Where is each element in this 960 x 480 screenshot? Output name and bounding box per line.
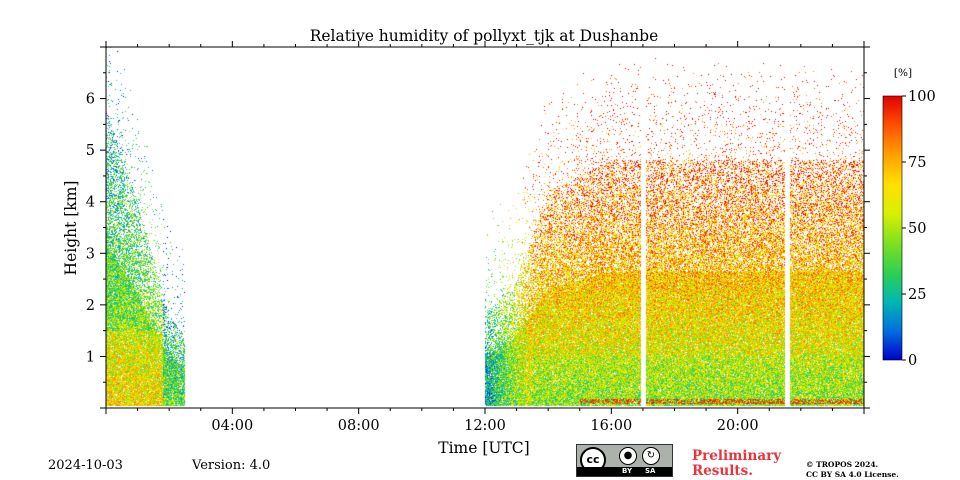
colorbar-tick-label: 0 <box>908 353 917 369</box>
footer-version: Version: 4.0 <box>192 458 271 473</box>
chart-title: Relative humidity of pollyxt_tjk at Dush… <box>310 27 659 45</box>
x-tick-label: 04:00 <box>211 418 253 434</box>
x-tick-label: 20:00 <box>717 418 759 434</box>
colorbar-tick-label: 75 <box>908 155 926 171</box>
y-axis: 1 2 3 4 5 6 <box>86 46 870 409</box>
by-label: BY <box>622 467 633 475</box>
sa-share-icon: ↻ <box>642 447 660 465</box>
x-tick-label: 08:00 <box>338 418 380 434</box>
colorbar-gradient <box>882 95 903 361</box>
badge-strip <box>577 467 672 476</box>
colorbar-unit: [%] <box>894 67 912 79</box>
y-tick-label: 6 <box>86 92 95 108</box>
preliminary-results-note: Preliminary Results. <box>692 449 781 479</box>
copyright-line-1: © TROPOS 2024. <box>806 460 879 469</box>
y-axis-label: Height [km] <box>62 181 80 276</box>
cc-by-sa-badge: cc ● ↻ BY SA <box>576 444 673 477</box>
x-axis-label: Time [UTC] <box>438 439 529 457</box>
colorbar-tick-label: 100 <box>908 89 936 105</box>
x-axis: 04:00 08:00 12:00 16:00 20:00 <box>105 41 865 434</box>
colorbar-ticks: 0 25 50 75 100 <box>902 89 936 369</box>
plot-area <box>105 46 865 409</box>
y-tick-label: 4 <box>86 195 95 211</box>
by-person-icon: ● <box>619 447 637 465</box>
copyright-note: © TROPOS 2024. CC BY SA 4.0 License. <box>806 460 899 480</box>
y-tick-label: 2 <box>86 298 95 314</box>
copyright-line-2: CC BY SA 4.0 License. <box>806 470 899 479</box>
preliminary-line-1: Preliminary <box>692 448 782 464</box>
colorbar: [%] 0 25 50 75 100 <box>882 67 936 369</box>
preliminary-line-2: Results. <box>692 463 753 479</box>
colorbar-tick-label: 50 <box>908 221 926 237</box>
sa-label: SA <box>645 467 656 475</box>
y-tick-label: 1 <box>86 349 95 365</box>
x-tick-label: 16:00 <box>590 418 632 434</box>
humidity-heatmap <box>106 47 864 408</box>
y-tick-label: 3 <box>86 246 95 262</box>
y-tick-label: 5 <box>86 143 95 159</box>
colorbar-tick-label: 25 <box>908 287 926 303</box>
x-tick-label: 12:00 <box>464 418 506 434</box>
footer-date: 2024-10-03 <box>48 458 123 473</box>
